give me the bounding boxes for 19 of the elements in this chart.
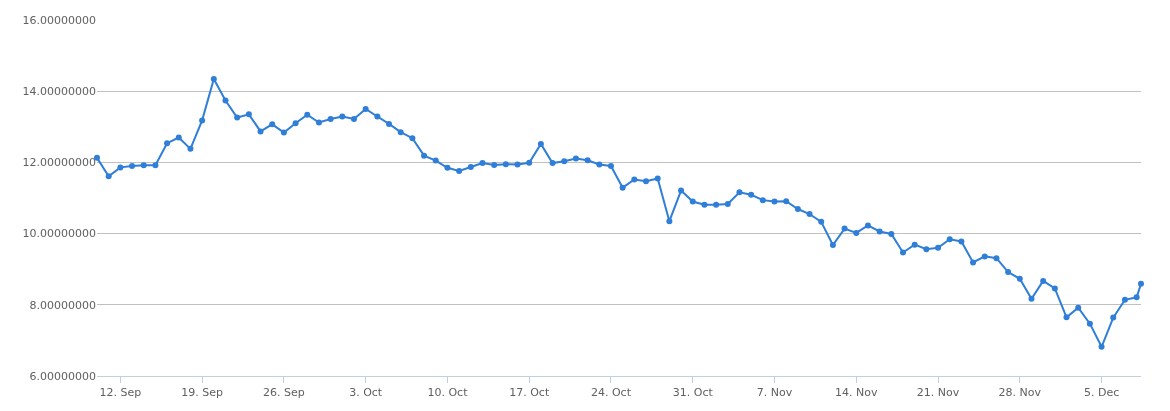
y-tick-label: 16.00000000 <box>22 13 96 27</box>
x-tick-label: 24. Oct <box>590 386 632 400</box>
y-tick-label: 12.00000000 <box>22 156 96 170</box>
y-tick-label: 14.00000000 <box>22 85 96 99</box>
x-tick-label: 31. Oct <box>672 386 714 400</box>
x-tick-label: 12. Sep <box>99 386 142 400</box>
y-tick-label: 8.00000000 <box>29 298 96 312</box>
x-tick-label: 14. Nov <box>835 386 878 400</box>
y-tick-label: 6.00000000 <box>29 369 96 383</box>
x-tick-label: 28. Nov <box>998 386 1042 400</box>
x-tick-label: 7. Nov <box>756 386 793 400</box>
x-tick-label: 10. Oct <box>427 386 469 400</box>
x-tick-label: 17. Oct <box>509 386 550 400</box>
x-tick-label: 3. Oct <box>349 386 383 400</box>
y-tick-label: 10.00000000 <box>22 227 96 241</box>
x-tick-label: 19. Sep <box>181 386 223 400</box>
x-tick-label: 21. Nov <box>916 386 960 400</box>
x-tick-label: 5. Dec <box>1083 386 1120 400</box>
x-tick-label: 26. Sep <box>263 386 305 400</box>
